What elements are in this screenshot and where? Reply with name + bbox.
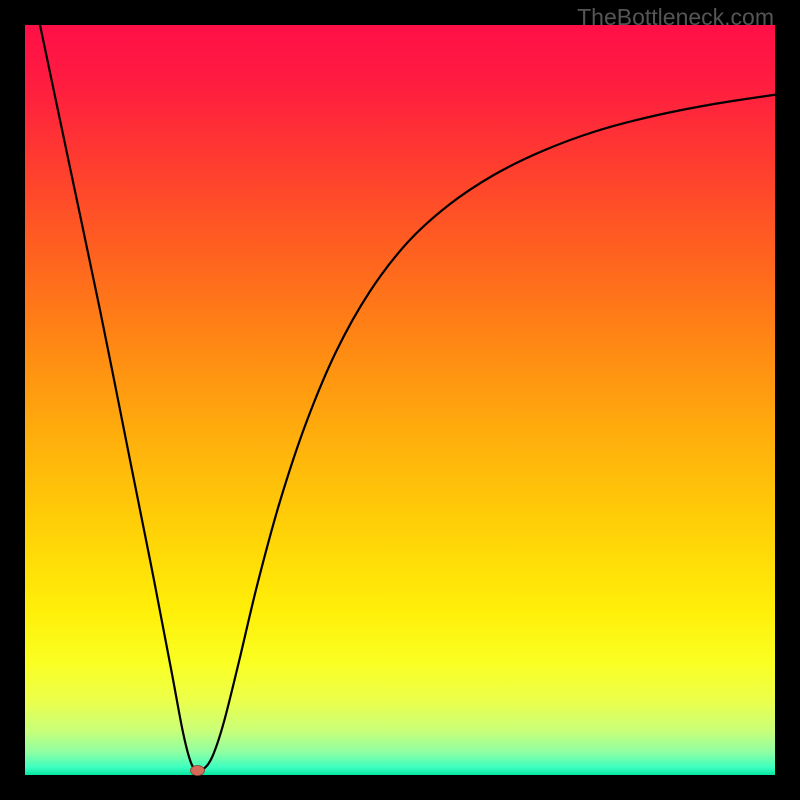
- minimum-marker: [191, 766, 205, 776]
- plot-area: [25, 25, 775, 775]
- watermark-text: TheBottleneck.com: [577, 4, 774, 31]
- bottleneck-curve: [40, 25, 775, 771]
- curve-layer: [25, 25, 775, 775]
